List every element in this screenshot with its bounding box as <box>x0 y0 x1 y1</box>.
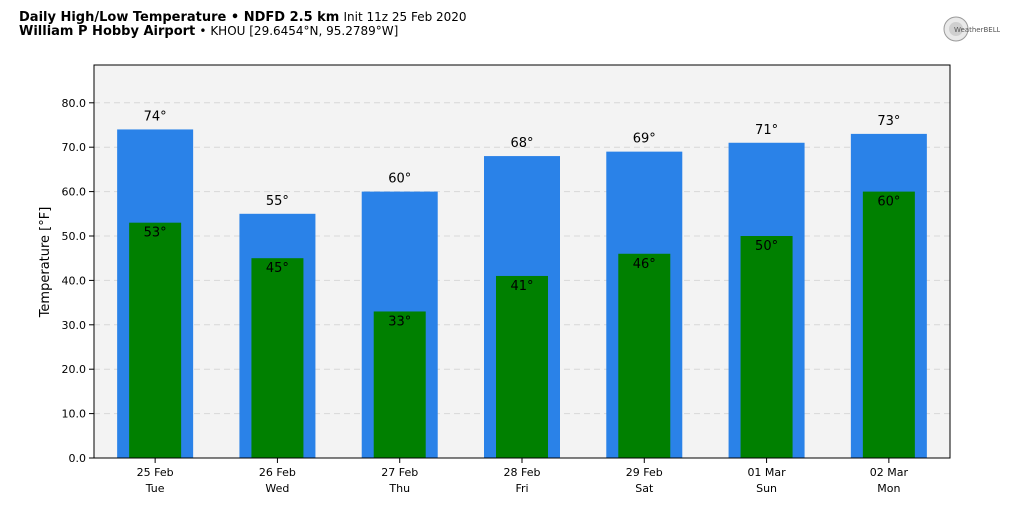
x-tick-day: Thu <box>388 482 410 495</box>
high-label: 73° <box>877 114 900 129</box>
x-tick-day: Sat <box>635 482 654 495</box>
x-tick-date: 02 Mar <box>870 466 909 479</box>
chart-title: Daily High/Low Temperature • NDFD 2.5 km… <box>19 10 467 25</box>
low-label: 45° <box>266 261 289 276</box>
low-label: 33° <box>388 314 411 329</box>
y-axis: 0.0 10.0 20.0 30.0 40.0 50.0 60.0 70.0 80.0 <box>62 97 94 465</box>
low-bar <box>129 222 182 458</box>
y-tick-label: 10.0 <box>62 408 87 421</box>
x-tick-date: 01 Mar <box>747 466 786 479</box>
low-label: 46° <box>633 257 656 272</box>
low-bar <box>496 275 548 458</box>
x-tick-day: Mon <box>877 482 900 495</box>
high-label: 69° <box>633 132 656 147</box>
x-tick-day: Tue <box>145 482 165 495</box>
low-bar <box>618 253 671 458</box>
high-label: 60° <box>388 172 411 187</box>
y-axis-label: Temperature [°F] <box>38 207 53 319</box>
station-coords: • KHOU [29.6454°N, 95.2789°W] <box>199 24 399 38</box>
y-tick-label: 60.0 <box>62 186 87 199</box>
high-label: 68° <box>510 136 533 151</box>
data-labels: 74° 53° 55° 45° 60° 33° 68° 41° 69° 46° 71° 50° 73° 6… <box>144 109 901 329</box>
x-axis: 25 Feb Tue 26 Feb Wed 27 Feb Thu 28 Feb Fri 29 F… <box>137 458 909 495</box>
x-tick-day: Sun <box>756 482 777 495</box>
y-tick-label: 20.0 <box>62 363 87 376</box>
y-tick-label: 40.0 <box>62 274 87 287</box>
low-bars <box>129 191 915 458</box>
x-tick-date: 29 Feb <box>626 466 663 479</box>
x-tick-date: 25 Feb <box>137 466 174 479</box>
low-bar <box>251 258 304 458</box>
weatherbell-logo-icon: WeatherBELL <box>943 16 1000 42</box>
x-tick-date: 27 Feb <box>381 466 418 479</box>
low-bar <box>740 236 793 458</box>
low-label: 41° <box>510 279 533 294</box>
x-tick-date: 28 Feb <box>504 466 541 479</box>
high-label: 71° <box>755 123 778 138</box>
chart-subtitle: William P Hobby Airport • KHOU [29.6454°… <box>19 24 398 39</box>
high-label: 55° <box>266 194 289 209</box>
high-label: 74° <box>144 109 167 124</box>
gridlines <box>94 102 950 415</box>
y-tick-label: 30.0 <box>62 319 87 332</box>
y-tick-label: 80.0 <box>62 97 87 110</box>
x-tick-day: Wed <box>265 482 289 495</box>
y-tick-label: 0.0 <box>69 452 87 465</box>
low-bar <box>373 311 426 458</box>
low-label: 60° <box>877 195 900 210</box>
y-tick-label: 70.0 <box>62 141 87 154</box>
station-name: William P Hobby Airport <box>19 24 196 39</box>
x-tick-date: 26 Feb <box>259 466 296 479</box>
title-main: Daily High/Low Temperature • NDFD 2.5 km <box>19 10 340 25</box>
y-tick-label: 50.0 <box>62 230 87 243</box>
logo-text: WeatherBELL <box>954 26 1000 34</box>
low-label: 50° <box>755 239 778 254</box>
title-init: Init 11z 25 Feb 2020 <box>343 10 467 24</box>
x-tick-day: Fri <box>515 482 528 495</box>
low-bar <box>862 191 915 458</box>
low-label: 53° <box>144 226 167 241</box>
